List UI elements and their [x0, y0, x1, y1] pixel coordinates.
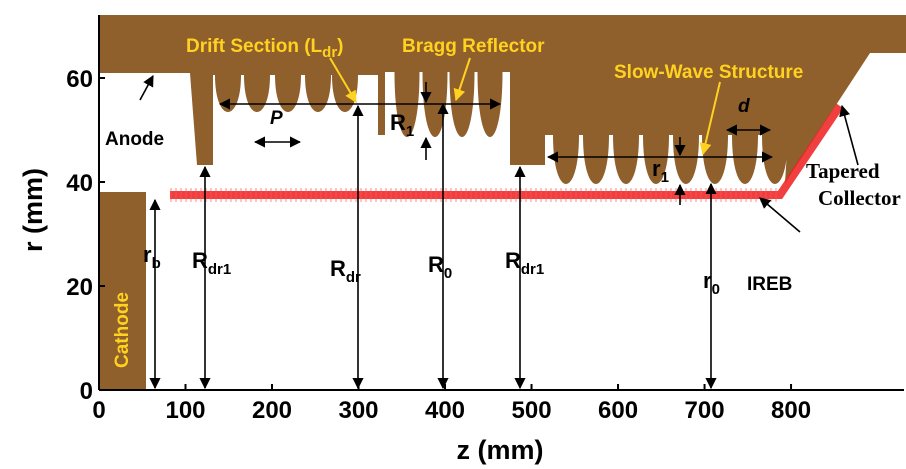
x-tick-label: 100 [165, 397, 205, 424]
dimension-arrows [139, 57, 859, 390]
dimension-label: Rdr1 [505, 248, 544, 278]
drift-section-label: Drift Section (Ldr) [186, 36, 344, 61]
dimension-label: r1 [652, 156, 669, 186]
period-d: d [738, 96, 750, 117]
dimension-symbol: r [652, 156, 661, 181]
y-axis-title: r (mm) [18, 168, 48, 252]
x-tick-label: 300 [338, 397, 378, 424]
dimension-symbol: R [192, 248, 208, 273]
dimension-subscript: 0 [712, 281, 720, 298]
x-tick-label: 400 [425, 397, 465, 424]
dimension-label: Rdr [330, 256, 361, 286]
cathode-label: Cathode [112, 292, 133, 368]
ireb-label: IREB [747, 274, 792, 295]
dimension-label: rb [143, 242, 161, 272]
x-tick-label: 500 [512, 397, 552, 424]
dimension-label: R1 [390, 110, 414, 140]
dimension-subscript: dr1 [521, 261, 544, 278]
dimension-subscript: 0 [444, 265, 452, 282]
cathode [99, 192, 146, 390]
dimension-subscript: b [152, 255, 161, 272]
anode-label: Anode [105, 129, 164, 150]
x-tick-label: 0 [92, 397, 105, 424]
dimension-label: R0 [428, 252, 452, 282]
y-tick-label: 60 [66, 66, 93, 93]
dimension-subscript: 1 [661, 169, 669, 186]
x-tick-label: 800 [771, 397, 811, 424]
y-tick-label: 40 [66, 170, 93, 197]
x-tick-label: 200 [252, 397, 292, 424]
dimension-symbol: r [143, 242, 152, 267]
bragg-label: Bragg Reflector [402, 36, 545, 57]
period-p: P [270, 108, 283, 129]
x-tick-label: 700 [685, 397, 725, 424]
tapered-label: Tapered [806, 159, 880, 183]
y-tick-label: 0 [80, 378, 93, 405]
x-tick-label: 600 [598, 397, 638, 424]
dimension-subscript: dr [346, 269, 361, 286]
slow-wave-label: Slow-Wave Structure [614, 62, 803, 83]
electron-beam [170, 103, 844, 199]
dimension-label: r0 [703, 268, 720, 298]
x-axis-title: z (mm) [457, 435, 544, 465]
dimension-symbol: R [505, 248, 521, 273]
dimension-symbol: R [428, 252, 444, 277]
dimension-label: Rdr1 [192, 248, 231, 278]
collector-label: Collector [818, 186, 901, 210]
dimension-subscript: 1 [406, 123, 414, 140]
anode-wall [99, 15, 906, 184]
dimension-subscript: dr1 [208, 261, 231, 278]
dimension-symbol: r [703, 268, 712, 293]
dimension-symbol: R [390, 110, 406, 135]
dimension-symbol: R [330, 256, 346, 281]
y-tick-label: 20 [66, 274, 93, 301]
